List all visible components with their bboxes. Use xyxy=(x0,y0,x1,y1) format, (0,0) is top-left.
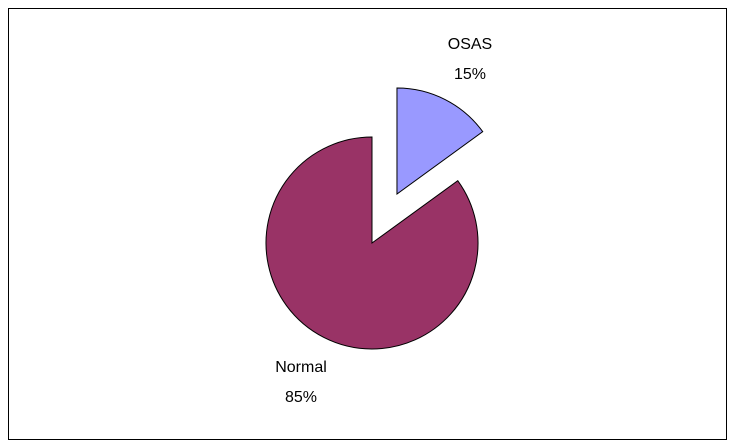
slice-label: OSAS xyxy=(448,36,492,53)
slice-value-label: 15% xyxy=(454,66,486,83)
pie-slice xyxy=(265,136,479,350)
pie-slice xyxy=(396,87,484,195)
slice-label: Normal xyxy=(275,359,327,376)
slice-value-label: 85% xyxy=(285,389,317,406)
